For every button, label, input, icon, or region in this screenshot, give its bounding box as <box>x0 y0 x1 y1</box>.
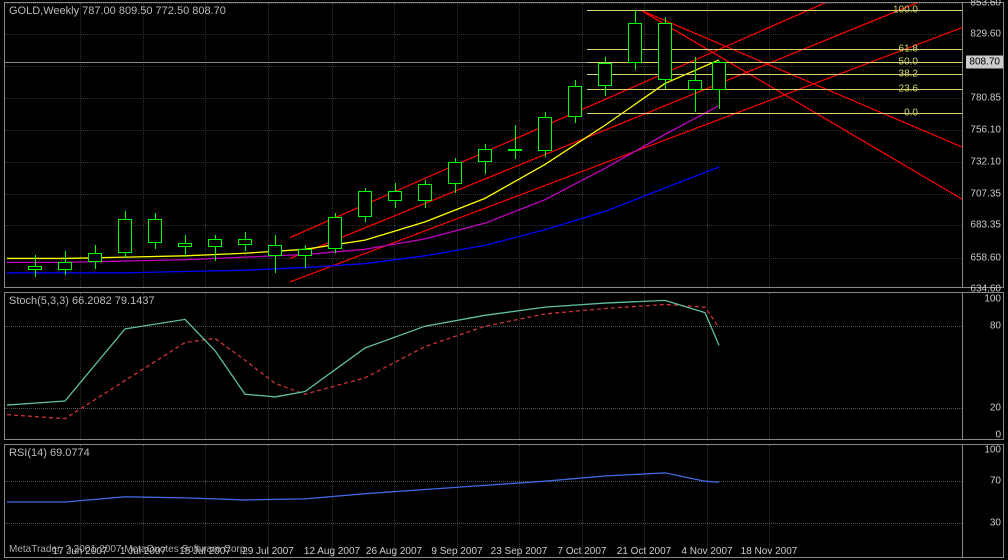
candle <box>448 162 462 184</box>
candle <box>568 86 582 117</box>
price-tick: 756.10 <box>970 125 1001 136</box>
price-chart-area[interactable]: 100.0 61.850.0 38.2 23.6 0.0 <box>5 3 963 287</box>
candle <box>208 239 222 247</box>
rsi-panel[interactable]: 17 Jun 20071 Jul 200715 Jul 200729 Jul 2… <box>4 444 1004 558</box>
candle <box>538 117 552 151</box>
candle <box>358 191 372 217</box>
x-axis-date: 26 Aug 2007 <box>366 546 422 557</box>
stochastic-title: Stoch(5,3,3) 66.2082 79.1437 <box>9 295 155 307</box>
rsi-tick: 70 <box>990 476 1001 487</box>
rsi-tick: 30 <box>990 517 1001 528</box>
price-chart-panel[interactable]: 100.061.850.038.223.60.0 853.60829.60805… <box>4 2 1004 288</box>
fib-level-label: 38.2 <box>899 69 918 80</box>
rsi-title: RSI(14) 69.0774 <box>9 447 90 459</box>
candle <box>298 249 312 256</box>
stochastic-chart-area[interactable] <box>5 293 963 439</box>
fib-level-label: 0.0 <box>904 108 918 119</box>
candle <box>178 243 192 247</box>
candle <box>688 80 702 90</box>
x-axis-date: 29 Jul 2007 <box>242 546 294 557</box>
fib-level-label: 50.0 <box>899 56 918 67</box>
x-axis-date: 18 Nov 2007 <box>741 546 798 557</box>
candle <box>478 149 492 162</box>
fib-level-label: 61.8 <box>899 44 918 55</box>
chart-title: GOLD,Weekly 787.00 809.50 772.50 808.70 <box>9 5 226 17</box>
x-axis-date: 7 Oct 2007 <box>558 546 607 557</box>
x-axis-date: 9 Sep 2007 <box>431 546 482 557</box>
candle <box>148 219 162 243</box>
candle <box>598 63 612 87</box>
x-axis-date: 23 Sep 2007 <box>491 546 548 557</box>
candle <box>268 245 282 255</box>
x-axis-date: 12 Aug 2007 <box>304 546 360 557</box>
stoch-tick: 0 <box>995 430 1001 441</box>
candle <box>328 217 342 250</box>
candle <box>28 266 42 270</box>
rsi-tick: 100 <box>984 445 1001 456</box>
candle <box>238 239 252 246</box>
stochastic-y-axis: 0 20 80 100 <box>961 293 1003 439</box>
candle <box>658 23 672 79</box>
price-tick: 829.60 <box>970 29 1001 40</box>
stochastic-panel[interactable]: 0 20 80 100 Stoch(5,3,3) 66.2082 79.1437 <box>4 292 1004 440</box>
stoch-tick: 20 <box>990 402 1001 413</box>
candle <box>58 262 72 270</box>
price-tick: 658.60 <box>970 252 1001 263</box>
candle <box>88 253 102 262</box>
price-tick: 853.60 <box>970 0 1001 9</box>
price-tick: 732.10 <box>970 156 1001 167</box>
current-price-tag: 808.70 <box>966 55 1003 68</box>
stoch-tick: 100 <box>984 294 1001 305</box>
stoch-tick: 80 <box>990 321 1001 332</box>
candle <box>712 62 726 90</box>
price-tick: 683.35 <box>970 220 1001 231</box>
price-tick: 707.35 <box>970 188 1001 199</box>
rsi-y-axis: 30 70 100 <box>961 445 1003 557</box>
price-tick: 780.85 <box>970 93 1001 104</box>
candle <box>388 191 402 201</box>
x-axis-date: 21 Oct 2007 <box>617 546 671 557</box>
candle <box>118 219 132 253</box>
candle <box>418 184 432 201</box>
x-axis-date: 4 Nov 2007 <box>681 546 732 557</box>
fib-level-label: 23.6 <box>899 84 918 95</box>
price-y-axis: 853.60829.60805.60780.85756.10732.10707.… <box>961 3 1003 287</box>
copyright-text: MetaTrader, ? 2001-2007 MetaQuotes Softw… <box>9 544 248 555</box>
candle <box>508 149 522 152</box>
candle <box>628 23 642 62</box>
fib-level-label: 100.0 <box>893 5 918 16</box>
rsi-chart-area[interactable]: 17 Jun 20071 Jul 200715 Jul 200729 Jul 2… <box>5 445 963 557</box>
